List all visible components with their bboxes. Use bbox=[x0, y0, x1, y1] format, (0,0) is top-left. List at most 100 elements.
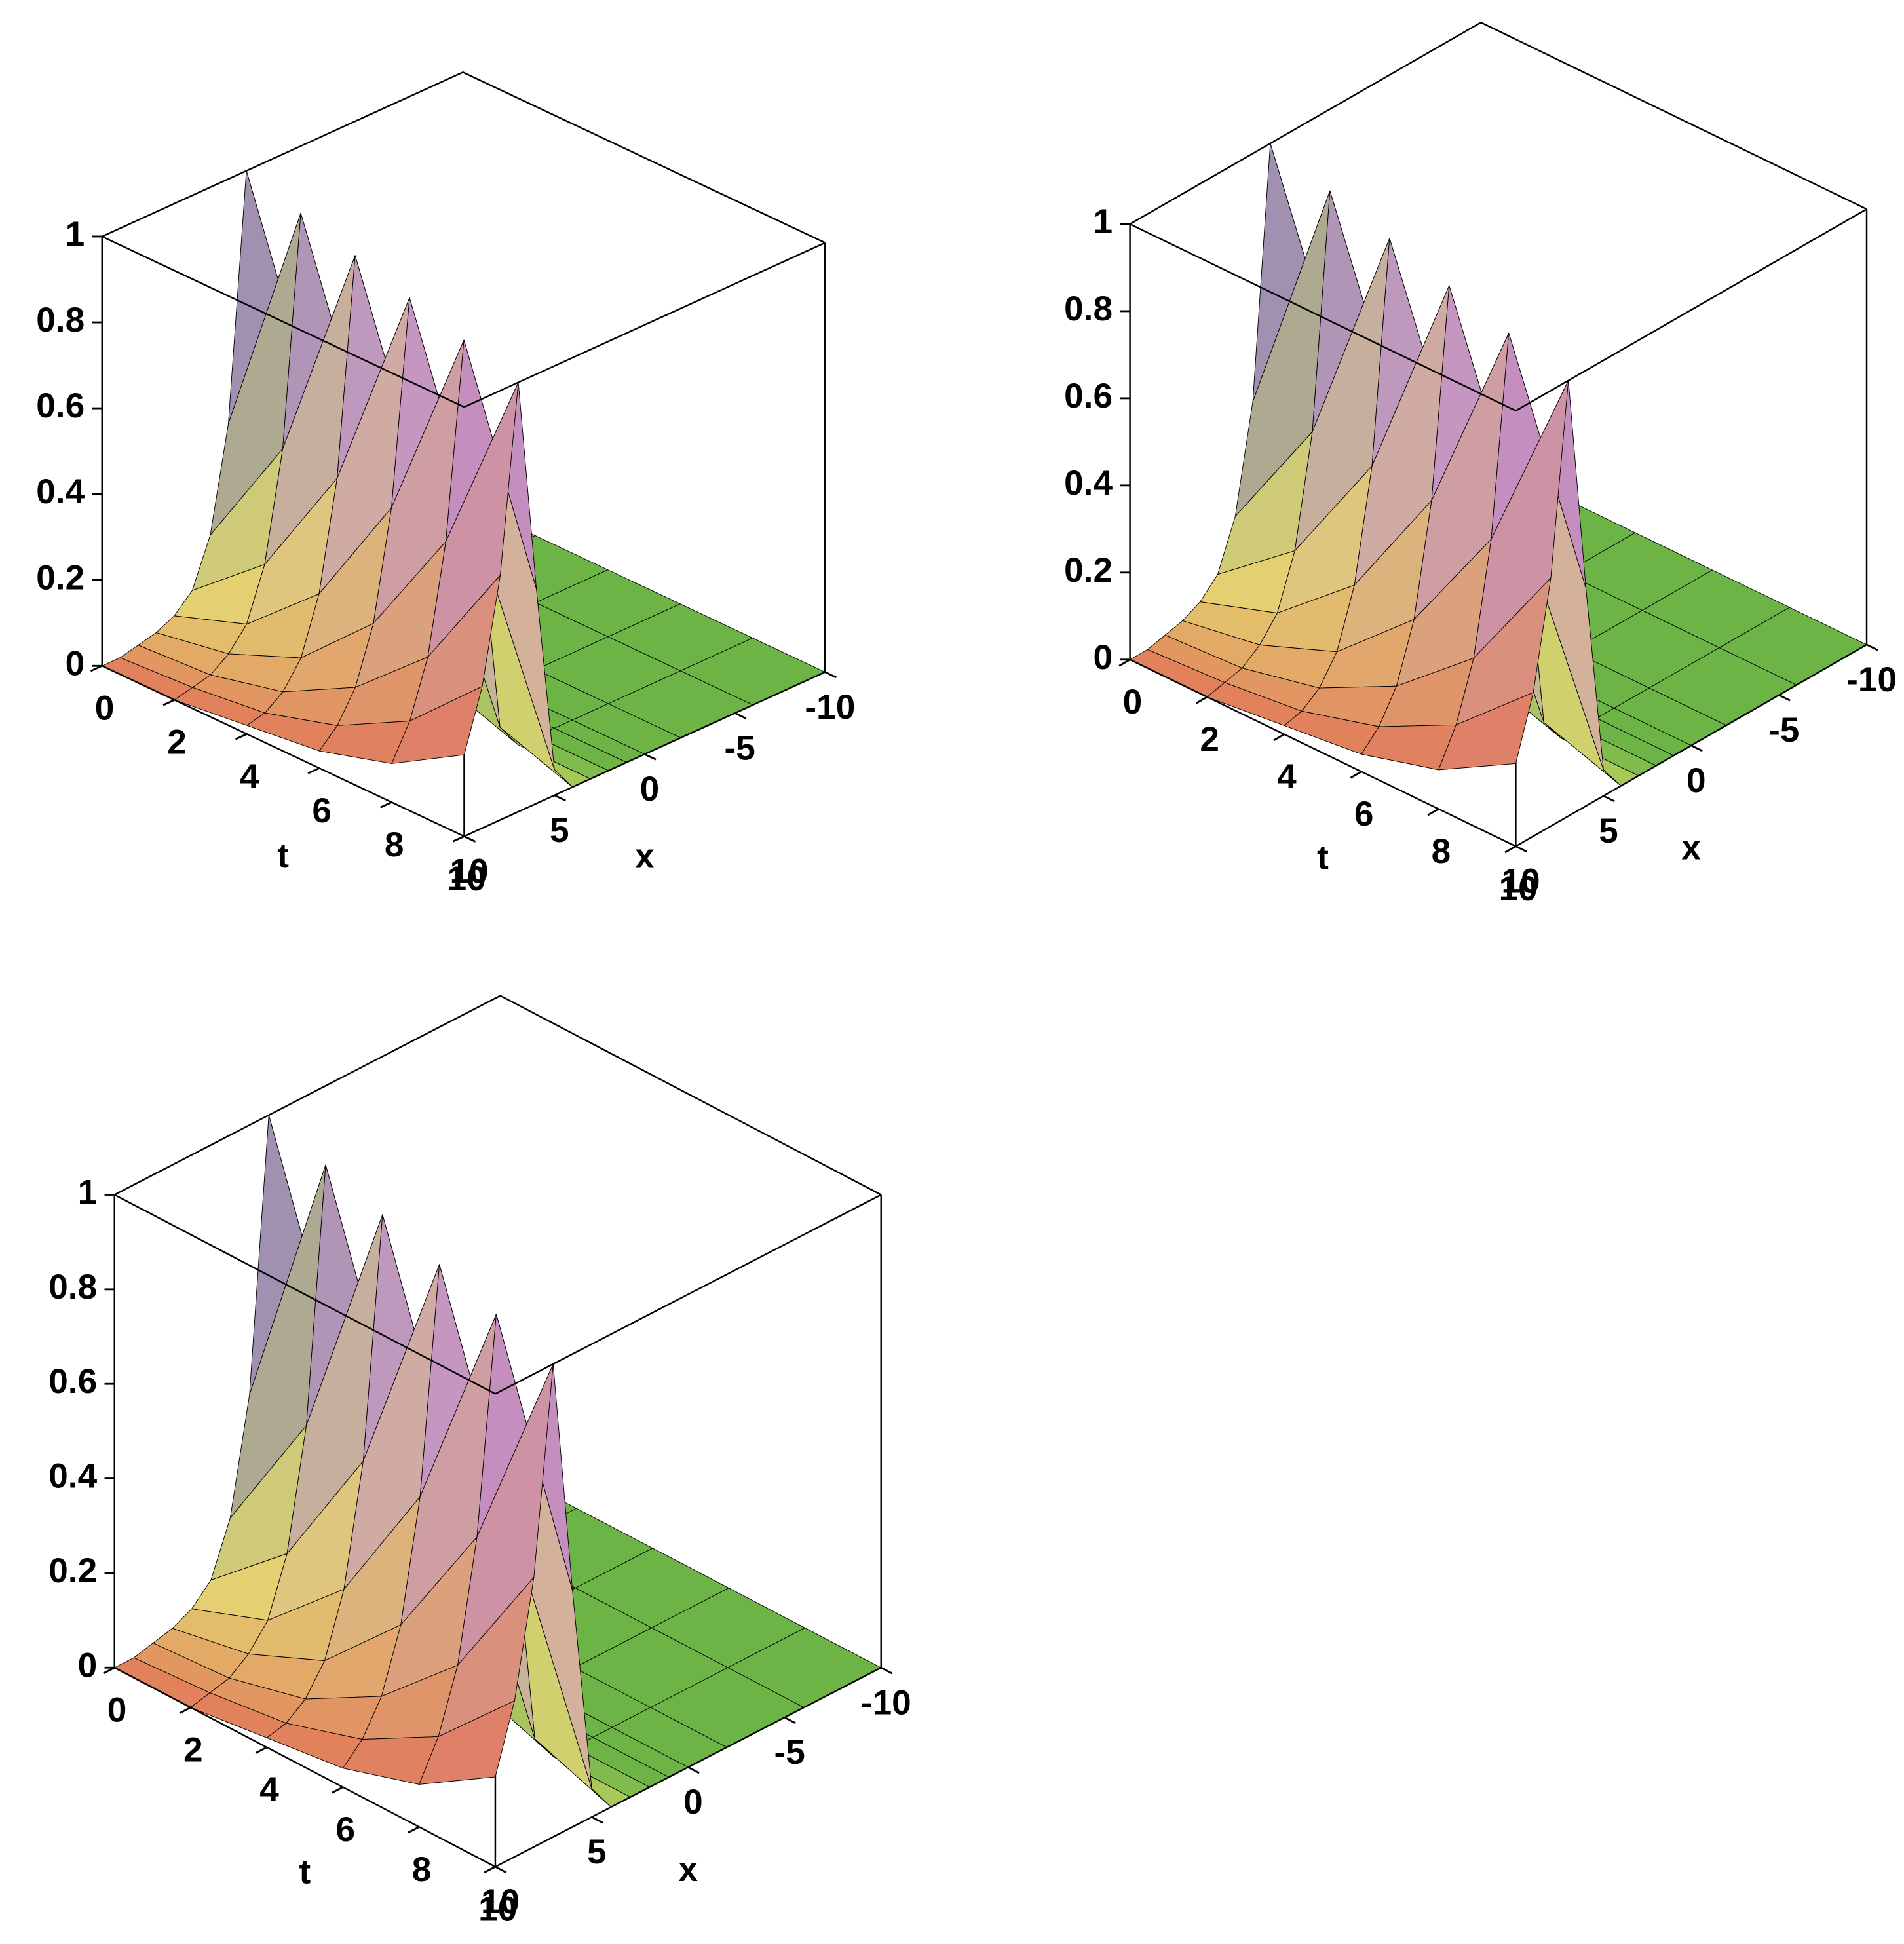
surface-patch bbox=[419, 1700, 515, 1785]
t-tick-label: 0 bbox=[1123, 683, 1143, 721]
x-tick-label: -10 bbox=[1846, 660, 1897, 699]
x-tick-label: 5 bbox=[550, 811, 569, 850]
box-edge bbox=[1515, 208, 1867, 411]
t-tick-label: 10 bbox=[447, 860, 486, 898]
t-tick bbox=[179, 1706, 191, 1714]
x-axis-label: x bbox=[635, 837, 655, 876]
box-edge bbox=[1130, 658, 1516, 847]
t-tick bbox=[331, 1786, 344, 1794]
x-tick bbox=[1690, 744, 1703, 752]
x-tick bbox=[644, 753, 657, 761]
t-tick bbox=[408, 1826, 420, 1834]
z-tick-label: 0 bbox=[1093, 638, 1113, 677]
box-edge bbox=[102, 71, 464, 238]
x-tick-label: -10 bbox=[805, 688, 855, 727]
x-tick-label: 10 bbox=[481, 1882, 520, 1921]
z-tick-label: 0.4 bbox=[1064, 464, 1113, 503]
x-tick-label: -5 bbox=[774, 1733, 805, 1772]
t-tick-label: 0 bbox=[95, 689, 115, 728]
t-tick bbox=[484, 1865, 496, 1874]
x-tick bbox=[1603, 795, 1616, 803]
box-edge bbox=[114, 995, 501, 1196]
t-tick bbox=[1350, 771, 1362, 779]
box-edge bbox=[1480, 22, 1867, 210]
z-tick-label: 0.6 bbox=[48, 1362, 97, 1401]
z-tick-label: 0.8 bbox=[48, 1268, 97, 1306]
surface-patch bbox=[391, 686, 483, 764]
x-tick bbox=[554, 794, 566, 802]
z-tick-label: 0.4 bbox=[36, 472, 85, 511]
t-tick-label: 6 bbox=[1354, 795, 1374, 833]
x-tick bbox=[1778, 694, 1791, 702]
x-tick bbox=[734, 712, 747, 719]
z-tick-label: 1 bbox=[66, 215, 85, 254]
x-tick-label: -5 bbox=[1768, 711, 1799, 750]
x-tick bbox=[1866, 643, 1878, 651]
t-tick-label: 0 bbox=[107, 1691, 127, 1730]
t-tick-label: 8 bbox=[412, 1850, 432, 1889]
t-tick bbox=[162, 699, 175, 706]
t-tick bbox=[90, 664, 103, 672]
x-tick-label: 0 bbox=[1686, 761, 1706, 800]
box-edge bbox=[114, 1667, 496, 1868]
t-tick bbox=[103, 1666, 115, 1675]
t-tick bbox=[452, 835, 465, 843]
t-tick-label: 8 bbox=[385, 826, 404, 864]
x-axis-label: x bbox=[1681, 828, 1701, 867]
t-tick bbox=[1272, 733, 1285, 742]
t-tick bbox=[1196, 696, 1208, 704]
t-tick bbox=[235, 733, 248, 740]
box-edge bbox=[495, 1194, 882, 1395]
x-tick bbox=[495, 1865, 507, 1874]
t-axis-label: t bbox=[277, 837, 289, 875]
x-tick bbox=[687, 1766, 700, 1774]
x-tick-label: 10 bbox=[1501, 862, 1540, 901]
x-tick-label: 0 bbox=[640, 770, 660, 809]
z-tick-label: 0 bbox=[78, 1646, 98, 1685]
x-tick bbox=[1515, 845, 1528, 853]
x-tick bbox=[881, 1666, 893, 1675]
x-tick-label: -10 bbox=[861, 1683, 911, 1722]
t-tick-label: 2 bbox=[183, 1730, 203, 1769]
surface-patch bbox=[1438, 692, 1534, 771]
t-tick-label: 6 bbox=[335, 1810, 355, 1849]
z-tick-label: 0.2 bbox=[48, 1552, 97, 1590]
box-edge bbox=[499, 995, 882, 1196]
z-tick-label: 0.2 bbox=[1064, 551, 1113, 590]
t-tick bbox=[1118, 658, 1131, 667]
t-tick-label: 10 bbox=[1499, 869, 1538, 908]
x-axis-label: x bbox=[679, 1850, 698, 1889]
z-tick-label: 0.2 bbox=[36, 558, 85, 597]
t-tick-label: 2 bbox=[1200, 720, 1219, 759]
t-tick bbox=[307, 767, 320, 774]
box-edge bbox=[114, 1194, 496, 1395]
box-edge bbox=[463, 71, 826, 244]
x-tick-label: 5 bbox=[587, 1833, 607, 1871]
z-tick-label: 0.6 bbox=[1064, 377, 1113, 415]
z-tick-label: 0.6 bbox=[36, 387, 85, 425]
z-tick-label: 1 bbox=[1093, 202, 1113, 241]
x-tick-label: -5 bbox=[725, 729, 755, 767]
x-tick bbox=[463, 835, 476, 843]
t-tick bbox=[380, 801, 392, 809]
z-tick-label: 0.8 bbox=[36, 301, 85, 339]
box-edge bbox=[102, 235, 465, 408]
t-tick bbox=[1427, 808, 1439, 816]
box-edge bbox=[463, 242, 826, 408]
z-tick-label: 0.8 bbox=[1064, 290, 1113, 328]
t-tick-label: 6 bbox=[312, 791, 332, 830]
box-edge bbox=[102, 665, 465, 837]
t-tick-label: 8 bbox=[1432, 832, 1451, 871]
x-tick bbox=[784, 1716, 797, 1725]
t-tick-label: 10 bbox=[478, 1890, 517, 1929]
t-axis-label: t bbox=[1317, 839, 1329, 877]
box-edge bbox=[1129, 22, 1481, 225]
t-tick-label: 4 bbox=[240, 757, 259, 796]
z-tick-label: 0.4 bbox=[48, 1457, 97, 1496]
t-tick-label: 2 bbox=[167, 723, 187, 762]
t-tick bbox=[1504, 845, 1517, 854]
t-axis-label: t bbox=[299, 1853, 311, 1892]
z-tick-label: 1 bbox=[78, 1173, 98, 1212]
